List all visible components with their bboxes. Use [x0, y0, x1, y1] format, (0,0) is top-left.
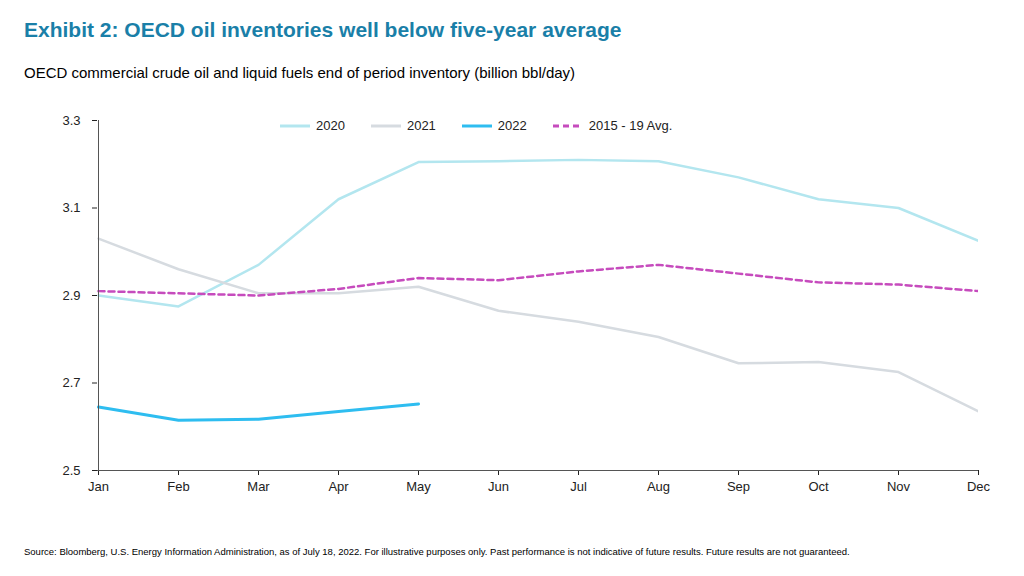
svg-text:Dec: Dec — [967, 479, 991, 494]
svg-text:Apr: Apr — [328, 479, 349, 494]
html-text:Source: Bloomberg, U.S. Energy: Source: Bloomberg, U.S. Energy Informati… — [24, 546, 850, 557]
svg-text:May: May — [406, 479, 431, 494]
html-text:Exhibit 2: OECD oil inventorie: Exhibit 2: OECD oil inventories well bel… — [24, 18, 622, 41]
html-text:2021: 2021 — [406, 118, 436, 133]
svg-text:Sep: Sep — [727, 479, 750, 494]
html-text:2022: 2022 — [497, 118, 527, 133]
svg-text:Mar: Mar — [247, 479, 270, 494]
svg-text:Aug: Aug — [647, 479, 670, 494]
svg-text:2.9: 2.9 — [62, 288, 80, 303]
svg-text:Jun: Jun — [488, 479, 509, 494]
svg-text:2.5: 2.5 — [62, 463, 80, 478]
svg-text:Nov: Nov — [887, 479, 911, 494]
svg-text:Jul: Jul — [570, 479, 587, 494]
svg-text:Jan: Jan — [88, 479, 109, 494]
svg-text:Feb: Feb — [167, 479, 189, 494]
svg-text:3.1: 3.1 — [62, 200, 80, 215]
html-text:2020: 2020 — [316, 118, 345, 133]
html-text:OECD commercial crude oil and: OECD commercial crude oil and liquid fue… — [24, 64, 576, 81]
svg-text:Oct: Oct — [808, 479, 829, 494]
html-text:2015 - 19 Avg.: 2015 - 19 Avg. — [588, 118, 673, 133]
svg-text:2.7: 2.7 — [62, 375, 80, 390]
svg-text:3.3: 3.3 — [62, 113, 80, 128]
